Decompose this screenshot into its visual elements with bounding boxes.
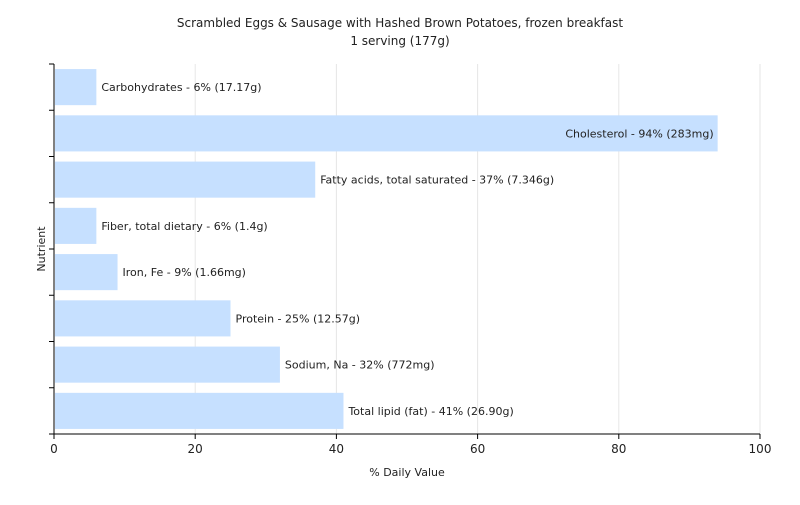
bar <box>55 161 316 198</box>
bar <box>55 207 97 244</box>
x-axis-label: % Daily Value <box>369 466 445 479</box>
bar <box>55 392 344 429</box>
bar <box>55 69 97 106</box>
chart-title: Scrambled Eggs & Sausage with Hashed Bro… <box>177 16 623 30</box>
bar-label: Carbohydrates - 6% (17.17g) <box>101 81 261 94</box>
chart-subtitle: 1 serving (177g) <box>350 34 449 48</box>
axes <box>49 63 760 435</box>
x-tick-label: 40 <box>329 442 344 456</box>
x-ticks: 0 20 40 60 80 100 <box>50 434 771 456</box>
bar-label: Fatty acids, total saturated - 37% (7.34… <box>320 174 554 187</box>
bars: Carbohydrates - 6% (17.17g) Cholesterol -… <box>55 69 718 429</box>
x-tick-label: 0 <box>50 442 58 456</box>
x-tick-label: 80 <box>611 442 626 456</box>
bar <box>55 346 280 383</box>
x-tick-label: 100 <box>749 442 772 456</box>
bar-label: Cholesterol - 94% (283mg) <box>565 127 713 140</box>
bar-label: Total lipid (fat) - 41% (26.90g) <box>347 405 513 418</box>
bar <box>55 300 231 337</box>
bar <box>55 254 118 291</box>
bar-label: Protein - 25% (12.57g) <box>236 312 361 325</box>
y-axis-label: Nutrient <box>35 226 48 272</box>
bar-label: Sodium, Na - 32% (772mg) <box>285 359 435 372</box>
x-tick-label: 60 <box>470 442 485 456</box>
bar-label: Fiber, total dietary - 6% (1.4g) <box>101 220 267 233</box>
x-tick-label: 20 <box>188 442 203 456</box>
bar <box>55 115 718 152</box>
bar-label: Iron, Fe - 9% (1.66mg) <box>123 266 246 279</box>
